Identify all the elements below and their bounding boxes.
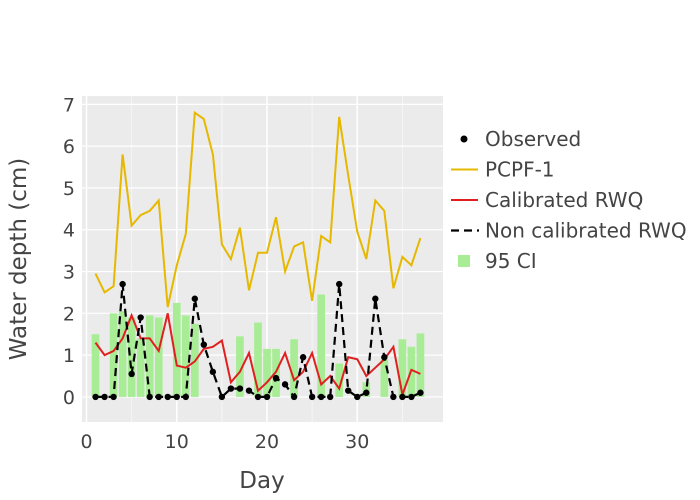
observed-point — [182, 393, 189, 401]
legend-label: Calibrated RWQ — [485, 188, 643, 212]
ci-bar — [181, 315, 190, 397]
y-tick-label: 0 — [63, 387, 75, 409]
observed-point — [254, 393, 262, 401]
y-tick-labels: 0 1 2 3 4 5 6 7 — [63, 94, 75, 409]
observed-point — [417, 389, 424, 396]
ci-bar — [236, 336, 244, 397]
observed-points — [92, 280, 424, 401]
observed-point — [137, 314, 144, 321]
ci-bar — [398, 339, 407, 397]
observed-point — [290, 393, 298, 401]
y-tick-label: 3 — [63, 262, 75, 284]
observed-point — [155, 393, 162, 401]
ci-bar — [127, 317, 136, 397]
ci-bar — [118, 311, 127, 397]
y-tick-label: 2 — [63, 303, 75, 325]
legend-item: Calibrated RWQ — [451, 188, 643, 212]
ci-bar — [380, 359, 389, 397]
observed-point — [281, 381, 289, 388]
observed-point — [227, 385, 235, 392]
observed-point — [272, 374, 280, 382]
legend-item: Non calibrated RWQ — [451, 219, 687, 243]
y-tick-label: 5 — [63, 178, 75, 200]
observed-point — [263, 393, 271, 401]
x-tick-label: 0 — [80, 431, 92, 453]
observed-point — [191, 295, 199, 302]
observed-point — [317, 393, 325, 401]
observed-point — [372, 295, 379, 302]
y-tick-label: 1 — [63, 345, 75, 367]
y-tick-label: 7 — [63, 94, 75, 116]
observed-point — [119, 280, 126, 288]
observed-point — [218, 393, 226, 401]
ci-bar — [172, 302, 181, 397]
observed-point — [146, 393, 153, 401]
ci-bar — [263, 348, 271, 397]
ci-bar — [109, 313, 118, 397]
observed-point — [110, 393, 117, 401]
ci-bar — [335, 363, 344, 397]
observed-point — [363, 389, 370, 396]
legend-item: PCPF-1 — [451, 158, 555, 182]
line-calibrated-rwq — [94, 312, 421, 399]
ci-bar — [416, 333, 425, 397]
legend-item: Observed — [460, 127, 581, 151]
y-axis-title: Water depth (cm) — [6, 158, 32, 361]
observed-point — [173, 393, 180, 401]
y-tick-label: 4 — [63, 220, 75, 242]
x-tick-label: 20 — [255, 431, 279, 453]
legend: Observed PCPF-1 Calibrated RWQ Non calibrat… — [451, 127, 687, 273]
ci-bar — [136, 338, 145, 397]
observed-point — [164, 393, 171, 401]
legend-item: 95 CI — [458, 249, 537, 273]
legend-label: Observed — [485, 127, 581, 151]
ci-bar — [154, 317, 163, 397]
x-axis-title: Day — [239, 468, 284, 494]
ci-bars — [91, 294, 425, 397]
legend-marker — [460, 135, 468, 143]
x-tick-label: 30 — [345, 431, 369, 453]
legend-label: Non calibrated RWQ — [485, 219, 687, 243]
ci-bar — [91, 334, 100, 397]
observed-point — [200, 341, 208, 348]
observed-point — [128, 370, 135, 378]
observed-point — [399, 393, 406, 401]
observed-point — [245, 387, 253, 394]
observed-point — [381, 354, 388, 361]
observed-point — [308, 393, 316, 401]
ci-bar — [254, 322, 262, 397]
legend-label: PCPF-1 — [485, 158, 555, 182]
observed-point — [299, 354, 307, 361]
observed-point — [101, 393, 108, 401]
observed-point — [390, 393, 397, 401]
x-tick-label: 10 — [165, 431, 189, 453]
legend-label: 95 CI — [485, 249, 537, 273]
observed-point — [92, 393, 99, 401]
x-tick-labels: 0 10 20 30 — [80, 431, 369, 453]
observed-point — [326, 393, 334, 401]
ci-bar — [290, 339, 298, 397]
y-tick-label: 6 — [63, 136, 75, 158]
observed-point — [236, 385, 244, 392]
observed-point — [209, 368, 217, 376]
observed-point — [336, 280, 343, 288]
ci-bar — [145, 315, 154, 397]
observed-point — [345, 387, 352, 394]
observed-point — [408, 393, 415, 401]
observed-point — [354, 393, 361, 401]
legend-swatch — [458, 255, 470, 267]
ci-bar — [317, 294, 325, 397]
line-pcpf-1 — [94, 110, 422, 308]
